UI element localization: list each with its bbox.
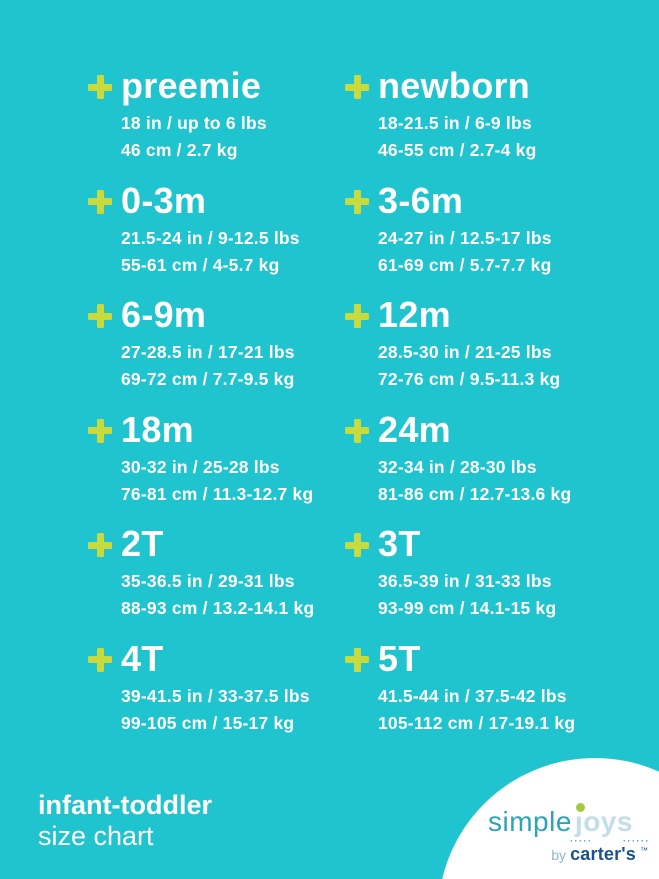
size-in-lbs: 41.5-44 in / 37.5-42 lbs <box>378 685 567 706</box>
logo-word-simple: simple <box>488 806 572 837</box>
size-in-lbs: 32-34 in / 28-30 lbs <box>378 456 537 477</box>
plus-icon <box>345 75 369 99</box>
size-name: 0-3m <box>121 179 207 221</box>
size-name: 3T <box>378 523 421 564</box>
size-cell: 6-9m 27-28.5 in / 17-21 lbs 69-72 cm / 7… <box>88 285 345 400</box>
j-dot-icon <box>575 803 585 812</box>
size-cell: 18m 30-32 in / 25-28 lbs 76-81 cm / 11.3… <box>88 400 345 515</box>
logo-by: by <box>551 847 567 863</box>
size-cm-kg: 99-105 cm / 15-17 kg <box>121 712 295 733</box>
trademark-icon: ™ <box>640 846 648 855</box>
size-in-lbs: 28.5-30 in / 21-25 lbs <box>378 342 552 362</box>
size-info: 12m 28.5-30 in / 21-25 lbs 72-76 cm / 9.… <box>378 295 560 393</box>
size-info: 18m 30-32 in / 25-28 lbs 76-81 cm / 11.3… <box>121 408 314 508</box>
size-cell: 4T 39-41.5 in / 33-37.5 lbs 99-105 cm / … <box>88 629 345 744</box>
size-name: 24m <box>378 408 451 450</box>
plus-icon <box>345 189 369 214</box>
footer: infant-toddler size chart <box>38 790 212 852</box>
size-cm-kg: 69-72 cm / 7.7-9.5 kg <box>121 369 295 389</box>
size-in-lbs: 21.5-24 in / 9-12.5 lbs <box>121 227 300 248</box>
plus-icon <box>88 533 112 557</box>
size-in-lbs: 18-21.5 in / 6-9 lbs <box>378 113 532 133</box>
plus-icon <box>88 189 112 214</box>
size-info: 4T 39-41.5 in / 33-37.5 lbs 99-105 cm / … <box>121 637 310 737</box>
size-info: 3-6m 24-27 in / 12.5-17 lbs 61-69 cm / 5… <box>378 179 552 279</box>
size-cell: 5T 41.5-44 in / 37.5-42 lbs 105-112 cm /… <box>345 629 602 744</box>
size-cm-kg: 61-69 cm / 5.7-7.7 kg <box>378 254 552 275</box>
footer-subtitle: size chart <box>38 821 154 851</box>
plus-icon <box>345 533 369 557</box>
size-name: newborn <box>378 65 531 106</box>
size-grid: preemie 18 in / up to 6 lbs 46 cm / 2.7 … <box>88 56 602 743</box>
size-cell: 3-6m 24-27 in / 12.5-17 lbs 61-69 cm / 5… <box>345 171 602 286</box>
size-name: preemie <box>121 65 262 106</box>
size-info: 3T 36.5-39 in / 31-33 lbs 93-99 cm / 14.… <box>378 524 556 622</box>
size-cell: preemie 18 in / up to 6 lbs 46 cm / 2.7 … <box>88 56 345 171</box>
size-cell: 24m 32-34 in / 28-30 lbs 81-86 cm / 12.7… <box>345 400 602 515</box>
size-in-lbs: 30-32 in / 25-28 lbs <box>121 456 280 477</box>
size-cm-kg: 81-86 cm / 12.7-13.6 kg <box>378 483 572 504</box>
size-info: 6-9m 27-28.5 in / 17-21 lbs 69-72 cm / 7… <box>121 295 295 393</box>
size-cm-kg: 88-93 cm / 13.2-14.1 kg <box>121 598 315 618</box>
logo-dotted-underline: ····· ······ <box>570 836 650 846</box>
size-info: 0-3m 21.5-24 in / 9-12.5 lbs 55-61 cm / … <box>121 179 300 279</box>
plus-icon <box>88 75 112 99</box>
size-in-lbs: 18 in / up to 6 lbs <box>121 113 267 133</box>
size-name: 6-9m <box>121 294 207 335</box>
size-cell: 0-3m 21.5-24 in / 9-12.5 lbs 55-61 cm / … <box>88 171 345 286</box>
size-cell: 2T 35-36.5 in / 29-31 lbs 88-93 cm / 13.… <box>88 514 345 629</box>
size-cm-kg: 76-81 cm / 11.3-12.7 kg <box>121 483 314 504</box>
size-cell: newborn 18-21.5 in / 6-9 lbs 46-55 cm / … <box>345 56 602 171</box>
dots-right: ······ <box>623 836 650 846</box>
logo-carters: carter's <box>570 844 636 864</box>
size-name: 12m <box>378 294 451 335</box>
size-name: 18m <box>121 408 194 450</box>
size-cm-kg: 105-112 cm / 17-19.1 kg <box>378 712 576 733</box>
logo-word-joys: joys <box>575 803 633 838</box>
size-cm-kg: 72-76 cm / 9.5-11.3 kg <box>378 369 561 389</box>
size-info: 2T 35-36.5 in / 29-31 lbs 88-93 cm / 13.… <box>121 524 314 622</box>
size-cm-kg: 46 cm / 2.7 kg <box>121 140 238 160</box>
size-name: 2T <box>121 523 164 564</box>
size-info: newborn 18-21.5 in / 6-9 lbs 46-55 cm / … <box>378 66 536 164</box>
plus-icon <box>345 418 369 443</box>
size-cm-kg: 55-61 cm / 4-5.7 kg <box>121 254 280 275</box>
size-in-lbs: 36.5-39 in / 31-33 lbs <box>378 571 552 591</box>
size-cell: 12m 28.5-30 in / 21-25 lbs 72-76 cm / 9.… <box>345 285 602 400</box>
size-info: preemie 18 in / up to 6 lbs 46 cm / 2.7 … <box>121 66 267 164</box>
size-cm-kg: 46-55 cm / 2.7-4 kg <box>378 140 537 160</box>
size-name: 4T <box>121 637 164 679</box>
size-name: 5T <box>378 637 421 679</box>
plus-icon <box>88 304 112 328</box>
size-in-lbs: 35-36.5 in / 29-31 lbs <box>121 571 295 591</box>
size-info: 24m 32-34 in / 28-30 lbs 81-86 cm / 12.7… <box>378 408 572 508</box>
logo-byline: by carter's ™ <box>488 844 648 865</box>
size-in-lbs: 24-27 in / 12.5-17 lbs <box>378 227 552 248</box>
logo-wordmark: simple joys <box>488 803 648 838</box>
size-in-lbs: 39-41.5 in / 33-37.5 lbs <box>121 685 310 706</box>
plus-icon <box>345 647 369 672</box>
footer-title: infant-toddler <box>38 790 212 820</box>
size-cm-kg: 93-99 cm / 14.1-15 kg <box>378 598 557 618</box>
dots-left: ····· <box>570 836 593 846</box>
plus-icon <box>88 647 112 672</box>
size-name: 3-6m <box>378 179 464 221</box>
size-info: 5T 41.5-44 in / 37.5-42 lbs 105-112 cm /… <box>378 637 576 737</box>
size-cell: 3T 36.5-39 in / 31-33 lbs 93-99 cm / 14.… <box>345 514 602 629</box>
plus-icon <box>88 418 112 443</box>
brand-logo: simple joys ····· ······ by carter's ™ <box>488 803 650 865</box>
size-in-lbs: 27-28.5 in / 17-21 lbs <box>121 342 295 362</box>
plus-icon <box>345 304 369 328</box>
